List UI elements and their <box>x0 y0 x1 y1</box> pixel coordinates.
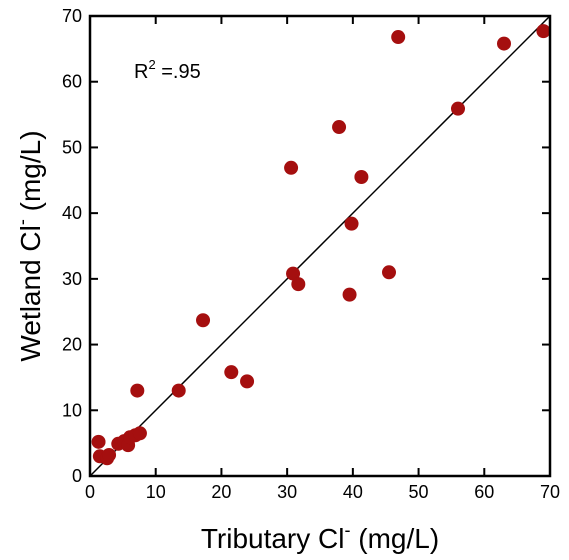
data-point <box>286 266 301 281</box>
x-tick-label: 20 <box>211 482 231 502</box>
x-tick-label: 0 <box>85 482 95 502</box>
plot-frame <box>88 14 552 478</box>
y-tick-label: 40 <box>62 203 82 223</box>
data-point <box>332 120 347 135</box>
x-axis-title: Tributary Cl- (mg/L) <box>201 520 439 554</box>
data-point <box>382 265 396 280</box>
one-to-one-line <box>90 16 550 476</box>
data-point <box>224 365 239 380</box>
data-point <box>132 426 147 441</box>
data-point <box>196 313 211 328</box>
y-tick-label: 20 <box>62 335 82 355</box>
x-tick-label: 60 <box>474 482 494 502</box>
y-tick-label: 60 <box>62 72 82 92</box>
data-point <box>130 383 145 398</box>
data-point <box>344 216 359 231</box>
x-tick-label: 10 <box>146 482 166 502</box>
y-tick-label: 0 <box>72 466 82 486</box>
r-squared-annotation: R2 =.95 <box>134 57 201 83</box>
data-point <box>354 170 369 184</box>
data-point <box>240 374 255 389</box>
x-tick-label: 50 <box>409 482 429 502</box>
y-tick-label: 50 <box>62 137 82 157</box>
y-tick-label: 30 <box>62 269 82 289</box>
x-tick-label: 40 <box>343 482 363 502</box>
data-point <box>284 160 299 175</box>
y-tick-label: 10 <box>62 400 82 420</box>
data-point <box>391 30 406 45</box>
y-tick-label: 70 <box>62 6 82 26</box>
data-point <box>497 36 511 51</box>
data-point <box>171 383 186 398</box>
data-point <box>102 447 117 462</box>
data-point <box>342 287 357 302</box>
x-tick-label: 70 <box>540 482 560 502</box>
data-point <box>536 24 551 39</box>
y-axis-title: Wetland Cl- (mg/L) <box>12 130 46 361</box>
data-point <box>451 101 465 116</box>
x-tick-label: 30 <box>277 482 297 502</box>
data-point <box>291 277 306 292</box>
data-point <box>91 434 106 449</box>
